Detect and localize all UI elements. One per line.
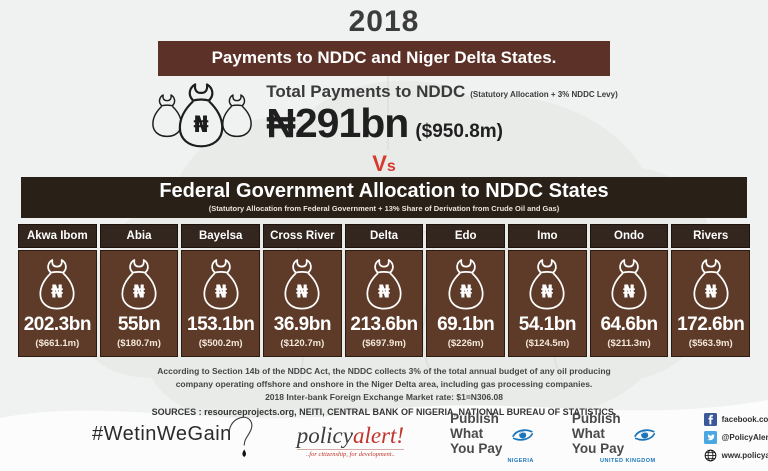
state-allocation-usd: ($226m) [447,338,484,349]
state-name: Abia [99,224,179,248]
state-allocation-naira: 202.3bn [23,314,92,335]
state-allocation-usd: ($120.7m) [280,338,325,349]
wetinwegain-logo: #WetinWeGain [92,413,255,459]
state-name: Edo [426,224,506,248]
state-allocation-naira: 153.1bn [187,314,255,335]
money-bags-icon [152,83,253,148]
money-bag-icon [364,257,404,311]
state-allocation-usd: ($211.3m) [607,338,651,349]
state-allocation-naira: 64.6bn [600,314,658,335]
fed-allocation-subtitle: (Statutory Allocation from Federal Gover… [208,204,560,213]
footnote: According to Section 14b of the NDDC Act… [0,365,768,403]
policyalert-tagline: ..for citizenship, for development.. [296,448,405,458]
state-allocation-naira: 55bn [117,314,161,335]
fed-allocation-banner: Federal Government Allocation to NDDC St… [21,177,747,218]
state-allocation-naira: 54.1bn [518,314,577,335]
policyalert-logo: policyalert! ..for citizenship, for deve… [296,422,405,458]
state-column: Akwa Ibom 202.3bn ($661.1m) [18,224,97,357]
state-allocation-naira: 36.9bn [273,314,332,335]
money-bag-icon [282,257,322,311]
footnote-line-1: According to Section 14b of the NDDC Act… [157,366,611,376]
eye-icon [512,428,534,441]
pwyp-region-label: UNITED KINGDOM [600,457,656,464]
hashtag-label: #WetinWeGain [92,423,232,445]
footer: #WetinWeGain policyalert! ..for citizens… [0,407,768,465]
state-column: Imo 54.1bn ($124.5m) [508,224,587,357]
state-allocation-usd: ($180.7m) [117,338,161,349]
state-allocation-usd: ($661.1m) [35,338,80,349]
money-bag-icon [37,257,77,311]
money-bag-icon [527,257,567,311]
social-links: facebook.com/PolicyAlertNG @PolicyAlertN… [703,412,768,462]
state-column: Abia 55bn ($180.7m) [99,224,179,357]
eye-icon [634,428,656,441]
money-bag-icon [446,257,486,311]
state-name: Bayelsa [181,224,261,248]
total-payments-note: (Statutory Allocation + 3% NDDC Levy) [470,90,618,100]
twitter-icon [703,430,717,444]
pwyp-region-label: NIGERIA [507,457,534,464]
state-column: Rivers 172.6bn ($563.9m) [671,224,751,357]
state-allocation-usd: ($563.9m) [688,338,733,349]
footnote-line-3: 2018 Inter-bank Foreign Exchange Market … [265,391,503,402]
state-name: Imo [508,224,587,248]
state-column: Bayelsa 153.1bn ($500.2m) [181,224,261,357]
year-label: 2018 [348,5,420,38]
vs-label: Vs [372,151,396,176]
money-bag-icon [119,257,159,311]
state-name: Ondo [589,224,669,248]
state-name: Rivers [671,224,751,248]
globe-icon [704,449,716,461]
state-allocation-usd: ($124.5m) [525,338,570,349]
social-facebook: facebook.com/PolicyAlertNG [703,412,768,426]
footnote-line-2: company operating offshore and onshore i… [175,378,593,389]
total-amount-naira: ₦291bn [266,99,409,146]
social-website: www.policyalert.org [704,449,768,462]
state-column: Cross River 36.9bn ($120.7m) [263,224,342,357]
state-allocation-usd: ($500.2m) [198,338,243,349]
total-payments-label: Total Payments to NDDC [266,82,466,102]
state-allocation-naira: 172.6bn [677,314,745,335]
states-table: Akwa Ibom 202.3bn ($661.1m) Abia 55bn ($… [18,224,751,357]
total-amount-usd: ($950.8m) [415,120,504,142]
facebook-icon [703,412,717,426]
state-name: Delta [344,224,424,248]
state-allocation-naira: 69.1bn [437,314,495,335]
state-column: Edo 69.1bn ($226m) [426,224,506,357]
state-name: Akwa Ibom [18,224,97,248]
state-column: Ondo 64.6bn ($211.3m) [589,224,669,357]
state-column: Delta 213.6bn ($697.9m) [344,224,424,357]
pwyp-logo-nigeria: Publish What You Pay NIGERIA [450,411,534,464]
fed-allocation-title: Federal Government Allocation to NDDC St… [159,180,609,202]
state-name: Cross River [263,224,342,248]
social-twitter: @PolicyAlertNG [703,430,768,444]
money-bag-icon [609,257,649,311]
state-allocation-naira: 213.6bn [350,314,418,335]
money-bag-icon [691,257,731,311]
nddc-total-section: Total Payments to NDDC (Statutory Alloca… [0,78,768,150]
title-banner: Payments to NDDC and Niger Delta States. [158,41,610,76]
question-mark-icon [228,416,253,457]
state-allocation-usd: ($697.9m) [362,338,406,349]
money-bag-icon [201,257,241,311]
pwyp-logo-uk: Publish What You Pay UNITED KINGDOM [571,411,656,464]
sources-line: SOURCES : resourceprojects.org, NEITI, C… [151,407,617,418]
bottom-wave [0,400,768,471]
